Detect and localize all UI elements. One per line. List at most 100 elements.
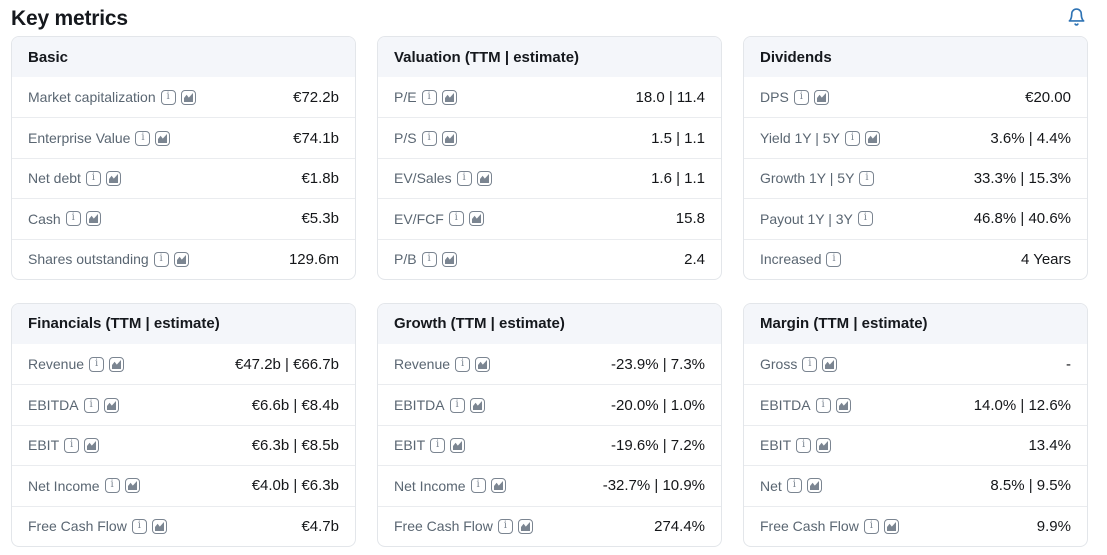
info-icon[interactable]: i: [421, 251, 437, 267]
info-icon[interactable]: i: [796, 437, 812, 453]
info-icon[interactable]: i: [160, 89, 176, 105]
metric-value: -23.9% | 7.3%: [611, 355, 705, 373]
metric-value: 14.0% | 12.6%: [973, 396, 1071, 414]
chart-icon[interactable]: [816, 437, 832, 453]
info-icon[interactable]: i: [857, 211, 873, 227]
info-icon[interactable]: i: [421, 130, 437, 146]
metric-row: P/S i 1.5 | 1.1: [378, 117, 721, 157]
metric-label: Net Income: [394, 477, 466, 494]
info-icon[interactable]: i: [421, 89, 437, 105]
metric-value: €4.0b | €6.3b: [251, 477, 339, 495]
metric-label: Revenue: [28, 356, 85, 373]
chart-icon[interactable]: [813, 89, 829, 105]
chart-icon[interactable]: [441, 251, 457, 267]
metric-row: DPS i €20.00: [744, 77, 1087, 117]
info-icon[interactable]: i: [153, 251, 169, 267]
metric-label: EBIT: [28, 437, 60, 454]
chart-icon[interactable]: [476, 170, 492, 186]
info-icon[interactable]: i: [455, 356, 471, 372]
metric-label-group: EBITDA i: [760, 397, 851, 413]
metric-label: Net Income: [28, 477, 100, 494]
chart-icon[interactable]: [155, 130, 171, 146]
metric-label-group: Revenue i: [394, 356, 491, 373]
info-icon[interactable]: i: [104, 478, 120, 494]
metric-label: P/S: [394, 130, 417, 147]
info-icon[interactable]: i: [863, 518, 879, 534]
card-title: Valuation (TTM | estimate): [378, 37, 721, 77]
metric-label: Cash: [28, 210, 61, 227]
chart-icon[interactable]: [864, 130, 880, 146]
info-icon[interactable]: i: [65, 211, 81, 227]
metric-row: Increased i 4 Years: [744, 238, 1087, 279]
metric-label-group: Net Income i: [28, 478, 140, 494]
metric-label-group: Shares outstanding i: [28, 251, 189, 267]
metric-value: 2.4: [684, 250, 705, 268]
info-icon[interactable]: i: [83, 397, 99, 413]
chart-icon[interactable]: [105, 170, 121, 186]
info-icon[interactable]: i: [786, 478, 802, 494]
metric-row: Net i 8.5% | 9.5%: [744, 465, 1087, 505]
chart-icon[interactable]: [469, 397, 485, 413]
info-icon[interactable]: i: [448, 211, 464, 227]
chart-icon[interactable]: [180, 89, 196, 105]
metric-label: Market capitalization: [28, 89, 156, 106]
chart-icon[interactable]: [468, 211, 484, 227]
metric-row: EBIT i 13.4%: [744, 424, 1087, 465]
chart-icon[interactable]: [109, 356, 125, 372]
chart-icon[interactable]: [124, 478, 140, 494]
info-icon[interactable]: i: [815, 397, 831, 413]
chart-icon[interactable]: [806, 478, 822, 494]
metric-value: €6.3b | €8.5b: [251, 436, 339, 454]
info-icon[interactable]: i: [470, 478, 486, 494]
chart-icon[interactable]: [173, 251, 189, 267]
metric-value: €74.1b: [293, 129, 339, 147]
card-rows: DPS i €20.00 Yield 1Y | 5Y i 3.6% | 4.4%…: [744, 77, 1087, 279]
info-icon[interactable]: i: [449, 397, 465, 413]
chart-icon[interactable]: [441, 89, 457, 105]
chart-icon[interactable]: [151, 518, 167, 534]
chart-icon[interactable]: [85, 211, 101, 227]
info-icon[interactable]: i: [844, 130, 860, 146]
metric-label: Increased: [760, 251, 822, 268]
metric-row: Gross i -: [744, 344, 1087, 384]
info-icon[interactable]: i: [135, 130, 151, 146]
chart-icon[interactable]: [517, 518, 533, 534]
metric-value: -20.0% | 1.0%: [611, 396, 705, 414]
metric-label: Payout 1Y | 3Y: [760, 210, 853, 227]
notification-bell-button[interactable]: [1064, 7, 1088, 31]
info-icon[interactable]: i: [793, 89, 809, 105]
info-icon[interactable]: i: [826, 251, 842, 267]
info-icon[interactable]: i: [131, 518, 147, 534]
chart-icon[interactable]: [84, 437, 100, 453]
info-icon[interactable]: i: [497, 518, 513, 534]
metric-row: EV/Sales i 1.6 | 1.1: [378, 157, 721, 198]
metric-label: Revenue: [394, 356, 451, 373]
info-icon[interactable]: i: [802, 356, 818, 372]
chart-icon[interactable]: [883, 518, 899, 534]
metric-label-group: Net i: [760, 478, 822, 494]
chart-icon[interactable]: [103, 397, 119, 413]
metric-label: EV/Sales: [394, 170, 452, 187]
info-icon[interactable]: i: [859, 170, 875, 186]
chart-icon[interactable]: [441, 130, 457, 146]
metric-row: Net Income i -32.7% | 10.9%: [378, 465, 721, 505]
chart-icon[interactable]: [475, 356, 491, 372]
info-icon[interactable]: i: [456, 170, 472, 186]
info-icon[interactable]: i: [89, 356, 105, 372]
card-rows: P/E i 18.0 | 11.4 P/S i 1.5 | 1.1 EV/Sal…: [378, 77, 721, 279]
metric-row: P/E i 18.0 | 11.4: [378, 77, 721, 117]
metric-label-group: Increased i: [760, 251, 842, 268]
info-icon[interactable]: i: [85, 170, 101, 186]
metric-value: 46.8% | 40.6%: [973, 210, 1071, 228]
chart-icon[interactable]: [450, 437, 466, 453]
metric-label-group: P/B i: [394, 251, 457, 267]
metric-row: Shares outstanding i 129.6m: [12, 238, 355, 279]
chart-icon[interactable]: [835, 397, 851, 413]
info-icon[interactable]: i: [64, 437, 80, 453]
metric-row: Enterprise Value i €74.1b: [12, 117, 355, 157]
chart-icon[interactable]: [490, 478, 506, 494]
chart-icon[interactable]: [822, 356, 838, 372]
metric-value: 1.5 | 1.1: [651, 129, 705, 147]
info-icon[interactable]: i: [430, 437, 446, 453]
metric-label: Enterprise Value: [28, 130, 131, 147]
